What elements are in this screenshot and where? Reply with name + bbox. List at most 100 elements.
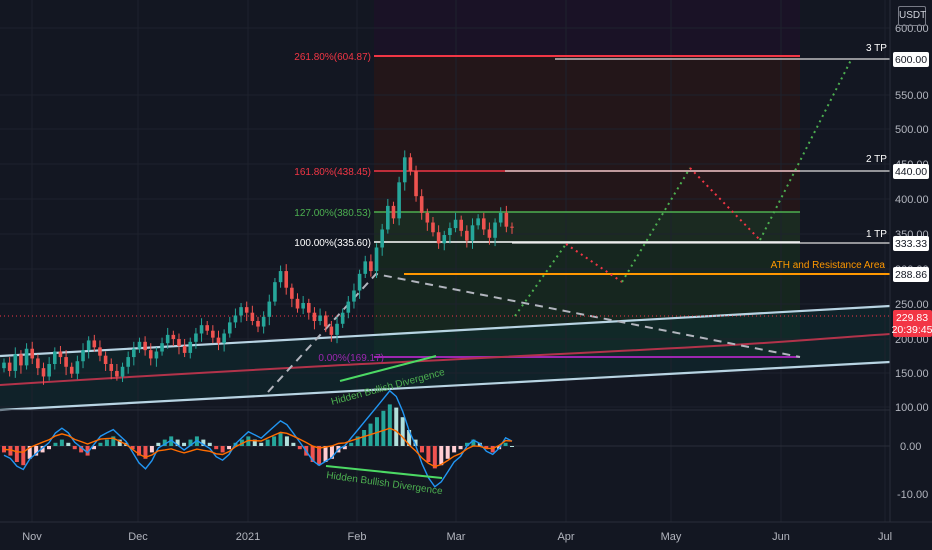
candle-body [2,362,6,369]
histogram-bar [8,446,13,456]
projection-up-1 [514,243,567,317]
time-tick-label: Jul [878,531,892,543]
fib-label-100: 100.00%(335.60) [294,238,371,249]
candle-body [216,337,221,344]
histogram-bar [137,446,142,456]
histogram-bar [85,446,90,456]
candle-body [227,322,232,334]
candle-body [239,307,243,316]
candle-body [244,307,249,313]
candle-body [431,222,435,233]
histogram-bar [21,446,26,466]
candle-body [487,229,492,238]
histogram-bar [246,436,251,446]
histogram-bar [284,436,289,446]
candle-body [284,271,289,288]
candle-body [323,315,328,327]
time-tick-label: Nov [22,531,42,543]
fib-label-261: 261.80%(604.87) [294,52,371,63]
histogram-bar [34,446,39,456]
candle-body [442,235,447,244]
candle-body [81,350,85,362]
candle-body [13,354,18,371]
candle-body [408,157,413,172]
histogram-bar [329,446,334,459]
histogram-bar [66,442,71,446]
tag-tp2-text: 440.00 [895,166,927,178]
tag-tp3 [893,52,929,67]
histogram-bar [381,410,386,446]
candle-body [199,325,204,334]
candle-body [307,302,311,313]
oscillator-tick-label: 0.00 [900,441,921,453]
price-tick-label: 400.00 [895,194,929,206]
signal-line [3,427,513,468]
candle-body [98,347,102,356]
histogram-bar [175,439,180,446]
candle-body [357,273,362,291]
histogram-bar [40,446,45,453]
candle-body [312,312,317,322]
histogram-bar [47,446,52,450]
candle-body [374,247,379,272]
tag-tp2 [893,164,929,179]
histogram-bar [419,446,424,453]
candle-body [194,333,198,342]
tag-tp1 [893,236,929,251]
histogram-bar [503,442,508,446]
histogram-bar [355,436,360,446]
candle-body [177,339,181,346]
candle-body [7,362,12,371]
candle-body [126,357,130,367]
candle-body [504,212,509,227]
fib-label-0: 0.00%(169.17) [318,353,384,364]
time-tick-label: 2021 [236,531,260,543]
histogram-bar [79,446,84,453]
histogram-bar [156,442,161,446]
tag-tp1-text: 333.33 [895,238,927,250]
histogram-bar [143,446,148,459]
candle-body [36,358,40,369]
histogram-bar [413,439,418,446]
oscillator-axis-ticks: 0.00 -10.00 [897,441,928,501]
candle-body [137,341,142,349]
candle-body [459,219,463,231]
candle-body [425,212,430,223]
candle-body [64,357,68,367]
oscillator-pane[interactable] [0,389,890,488]
candle-body [476,218,480,226]
candle-body [295,298,300,309]
time-axis-ticks: Nov Dec 2021 Feb Mar Apr May Jun Jul [22,531,892,543]
candle-body [346,301,351,313]
histogram-bar [2,446,6,453]
target-label-1: 1 TP [866,229,887,240]
tag-tp3-text: 600.00 [895,54,927,66]
currency-button[interactable]: USDT [898,6,926,26]
time-axis[interactable] [0,522,932,550]
tag-resistance [893,267,929,282]
candle-body [402,157,407,183]
histogram-bar [272,436,277,446]
tag-last-price-text: 229.83 [896,312,928,324]
fib-label-161: 161.80%(438.45) [294,167,371,178]
candle-body [58,351,63,358]
histogram-bar [394,407,399,446]
price-tick-label: 500.00 [895,124,929,136]
candle-body [498,212,503,223]
histogram-bar [310,446,315,462]
histogram-bar [27,446,32,459]
histogram-bar [130,446,135,450]
histogram-bar [349,442,354,446]
histogram-bar [400,417,405,446]
histogram-bar [220,446,225,453]
candlestick-series [2,150,514,385]
candle-body [386,205,390,230]
oscillator-tick-label: -10.00 [897,489,928,501]
candle-body [363,261,368,274]
target-label-2: 2 TP [866,154,887,165]
candle-body [188,341,193,353]
histogram-bar [252,439,257,446]
candle-body [267,301,272,317]
candle-body [143,341,147,351]
